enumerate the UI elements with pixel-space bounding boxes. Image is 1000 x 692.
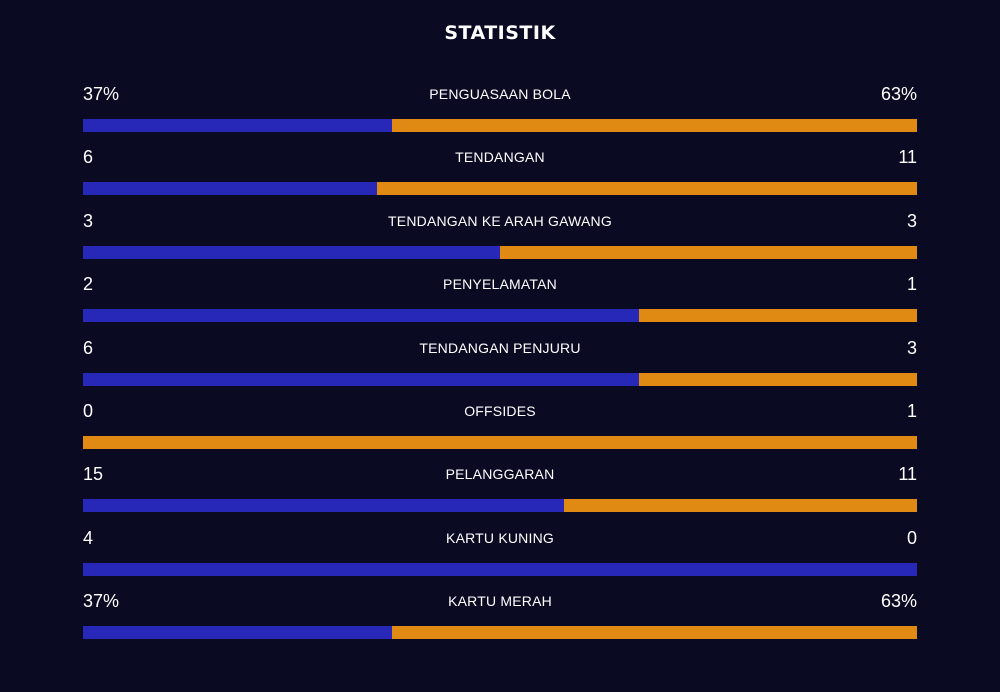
away-bar (377, 182, 917, 196)
stat-label: KARTU KUNING (446, 529, 554, 546)
away-value: 3 (906, 337, 917, 358)
stat-row-corners: 6 TENDANGAN PENJURU 3 (83, 334, 917, 397)
stat-label: KARTU MERAH (448, 593, 552, 610)
home-value: 15 (83, 464, 104, 485)
away-value: 11 (898, 464, 917, 485)
stat-row-shots-on-target: 3 TENDANGAN KE ARAH GAWANG 3 (83, 207, 917, 270)
comparison-bar (83, 119, 917, 132)
stat-label: PENYELAMATAN (443, 276, 557, 293)
comparison-bar (83, 309, 917, 323)
comparison-bar (83, 435, 917, 449)
home-value: 0 (83, 400, 94, 421)
home-value: 37% (83, 591, 120, 612)
home-value: 6 (83, 147, 94, 168)
home-bar (83, 119, 392, 132)
away-value: 1 (906, 274, 917, 295)
home-bar (83, 626, 392, 640)
away-bar (391, 119, 917, 132)
away-value: 11 (898, 147, 917, 168)
away-bar (639, 309, 917, 323)
home-value: 4 (83, 527, 94, 548)
stat-row-saves: 2 PENYELAMATAN 1 (83, 270, 917, 333)
stat-row-possession: 37% PENGUASAAN BOLA 63% (83, 80, 917, 143)
home-value: 37% (83, 84, 120, 104)
home-bar (83, 182, 378, 196)
away-bar (500, 245, 917, 259)
comparison-bar (83, 626, 917, 640)
comparison-bar (83, 182, 917, 196)
stat-row-red-cards: 37% KARTU MERAH 63% (83, 587, 917, 650)
away-value: 3 (906, 210, 917, 231)
stat-label: TENDANGAN (455, 149, 545, 166)
home-bar (83, 372, 640, 386)
stat-row-offsides: 0 OFFSIDES 1 (83, 397, 917, 460)
page-title: STATISTIK (444, 22, 556, 44)
comparison-bar (83, 245, 917, 259)
home-bar (83, 245, 500, 259)
stat-row-shots: 6 TENDANGAN 11 (83, 143, 917, 206)
home-value: 2 (83, 274, 94, 295)
home-value: 3 (83, 210, 94, 231)
away-bar (83, 435, 917, 449)
stat-label: OFFSIDES (464, 402, 536, 419)
comparison-bar (83, 499, 917, 513)
away-value: 0 (906, 527, 917, 548)
stat-label: PELANGGARAN (445, 466, 555, 483)
away-bar (564, 499, 917, 513)
home-bar (83, 562, 917, 576)
stat-label: PENGUASAAN BOLA (429, 86, 571, 102)
stat-label: TENDANGAN KE ARAH GAWANG (388, 212, 612, 229)
home-bar (83, 499, 565, 513)
away-value: 63% (880, 591, 917, 612)
stat-row-yellow-cards: 4 KARTU KUNING 0 (83, 524, 917, 587)
stat-label: TENDANGAN PENJURU (419, 339, 581, 356)
home-bar (83, 309, 640, 323)
stat-row-fouls: 15 PELANGGARAN 11 (83, 460, 917, 523)
away-value: 1 (906, 400, 917, 421)
comparison-bar (83, 372, 917, 386)
home-value: 6 (83, 337, 94, 358)
away-bar (391, 626, 917, 640)
away-bar (639, 372, 917, 386)
away-value: 63% (880, 84, 917, 104)
comparison-bar (83, 562, 917, 576)
stats-list: 37% PENGUASAAN BOLA 63% 6 TENDANGAN 11 (83, 80, 917, 651)
